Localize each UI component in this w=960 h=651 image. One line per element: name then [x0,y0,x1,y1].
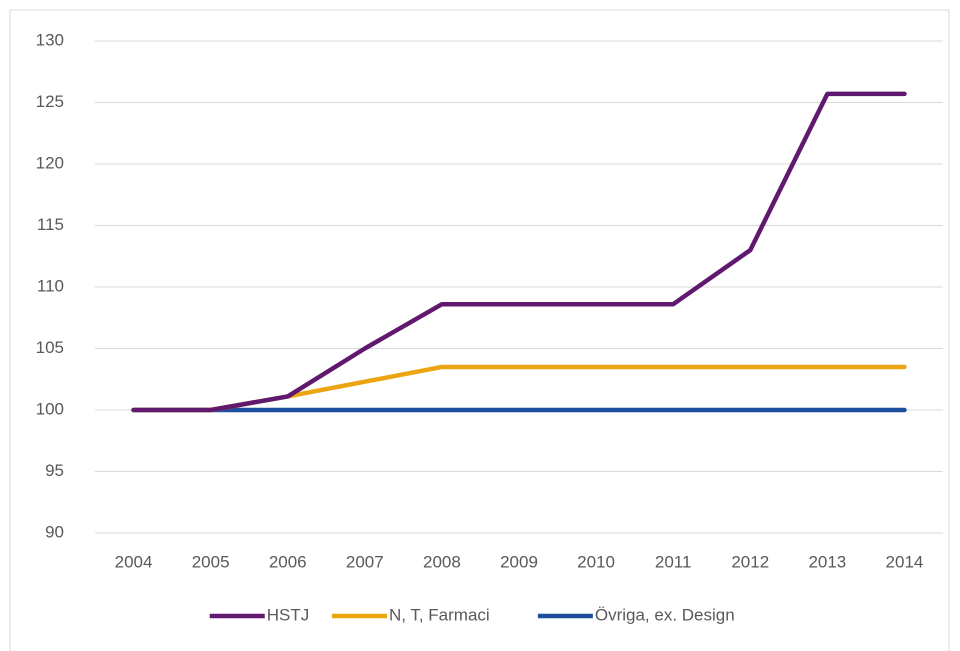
x-tick-label: 2004 [115,552,153,571]
x-tick-label: 2008 [423,552,461,571]
series-line [131,91,907,413]
y-tick-label: 115 [37,215,64,234]
y-tick-label: 125 [36,92,64,111]
y-tick-label: 105 [36,338,64,357]
legend-label: HSTJ [267,605,310,624]
y-tick-label: 90 [45,522,64,541]
y-tick-label: 100 [36,399,64,418]
y-tick-label: 120 [36,153,64,172]
y-tick-label: 95 [45,461,64,480]
legend-label: Övriga, ex. Design [595,605,735,624]
legend-label: N, T, Farmaci [389,605,490,624]
x-tick-label: 2005 [192,552,230,571]
chart-border [9,9,950,651]
x-tick-label: 2007 [346,552,384,571]
x-tick-label: 2009 [500,552,538,571]
y-tick-label: 130 [36,30,64,49]
x-tick-label: 2010 [577,552,615,571]
x-tick-label: 2006 [269,552,307,571]
x-tick-label: 2011 [655,552,692,571]
x-tick-label: 2013 [808,552,846,571]
y-tick-label: 110 [37,276,64,295]
x-tick-label: 2012 [731,552,769,571]
x-tick-label: 2014 [886,552,924,571]
